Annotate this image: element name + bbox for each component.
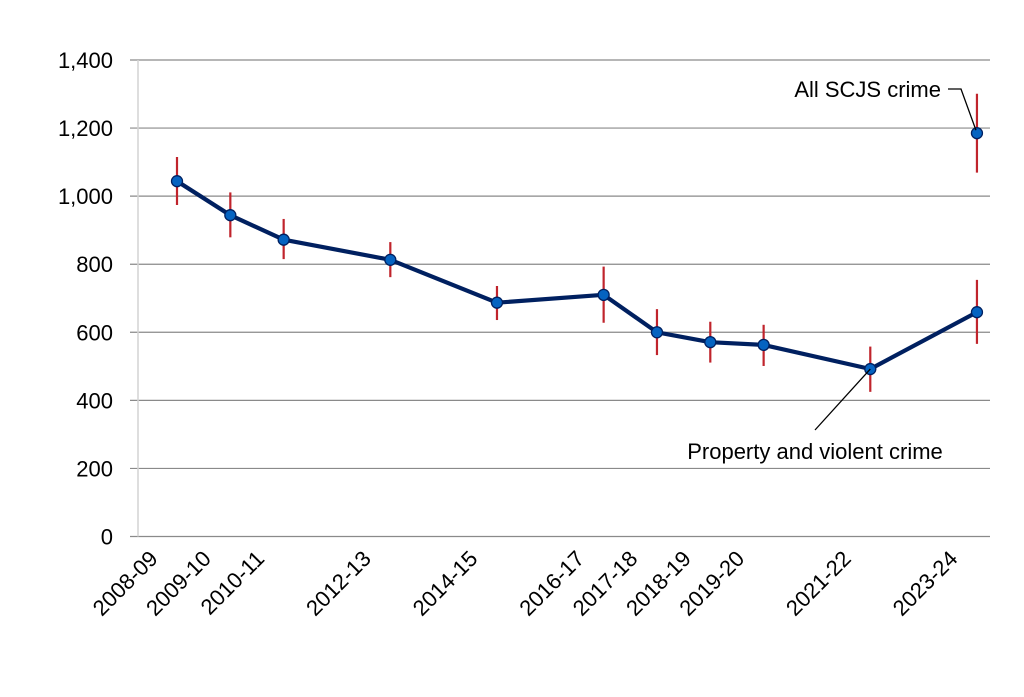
annotation-all-scjs-crime: All SCJS crime [794,77,941,102]
leader-line-all-scjs [948,88,977,131]
y-tick-label: 200 [76,456,113,481]
y-tick-label: 400 [76,388,113,413]
gridlines [130,59,990,538]
y-tick-label: 1,200 [58,116,113,141]
y-tick-label: 1,400 [58,48,113,73]
series-line-property-violent [175,179,978,372]
data-point [490,296,504,309]
data-point [757,338,770,352]
data-point [170,175,184,188]
y-tick-label: 800 [76,252,113,277]
x-tick-label: 2012-13 [301,546,376,621]
data-point [970,306,984,319]
data-point [224,209,237,222]
x-tick-label: 2014-15 [408,546,483,621]
leader-line-property-violent [814,368,871,431]
x-tick-label: 2021-22 [781,546,856,621]
data-point [650,326,664,339]
annotation-property-violent-crime: Property and violent crime [687,439,943,464]
data-point [277,233,290,246]
data-point [704,336,717,349]
y-tick-label: 600 [76,320,113,345]
data-point-all-scjs [970,127,984,140]
annotations: All SCJS crime Property and violent crim… [687,77,977,464]
data-point [384,253,397,266]
y-tick-label: 1,000 [58,184,113,209]
data-markers [170,127,984,376]
data-point [597,288,610,301]
x-tick-label: 2023-24 [888,546,963,621]
y-tick-label: 0 [101,525,113,550]
y-axis-ticks: 0 200 400 600 800 1,000 1,200 1,400 [58,48,113,550]
